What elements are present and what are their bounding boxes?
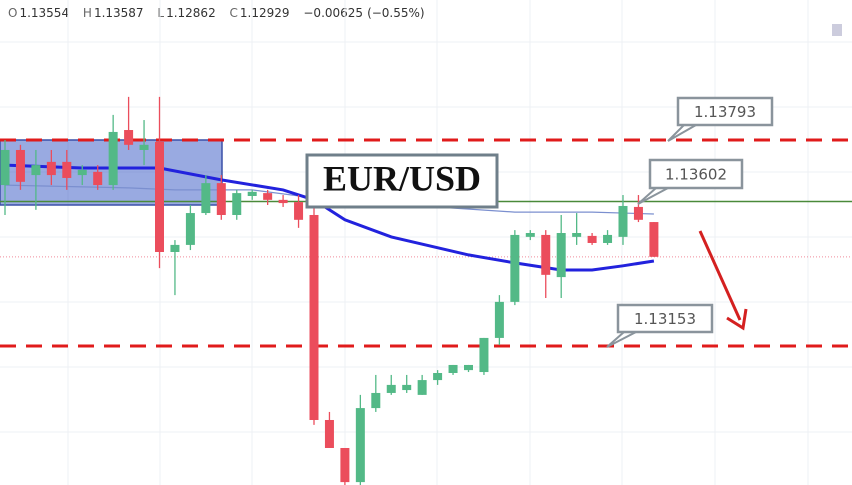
level-callout: 1.13793 bbox=[667, 96, 774, 142]
candle-body bbox=[263, 193, 273, 200]
candle-body bbox=[294, 202, 304, 220]
open-label: O bbox=[8, 6, 18, 20]
change-percent: (−0.55%) bbox=[367, 6, 425, 20]
candle-body bbox=[247, 191, 257, 196]
marks bbox=[0, 96, 852, 485]
callout-box bbox=[676, 96, 774, 127]
low-value: 1.12862 bbox=[166, 6, 216, 20]
candle-body bbox=[541, 234, 551, 275]
title-frame bbox=[305, 153, 499, 209]
ohlc-header: O 1.13554 H 1.13587 L 1.12862 C 1.12929 −0.0… bbox=[8, 6, 429, 20]
arrow-head bbox=[726, 308, 748, 331]
candle-body bbox=[494, 301, 504, 338]
candle-body bbox=[448, 364, 458, 374]
candle-body bbox=[525, 233, 535, 237]
candle-body bbox=[464, 364, 473, 371]
candle-body bbox=[170, 244, 180, 252]
candle-body bbox=[386, 384, 396, 393]
candle-body bbox=[124, 130, 134, 145]
candle-body bbox=[232, 193, 242, 215]
candle-body bbox=[0, 149, 10, 186]
candle-body bbox=[309, 214, 319, 420]
candle-body bbox=[433, 373, 443, 381]
callout-pointer bbox=[637, 187, 669, 205]
forecast-arrow bbox=[698, 230, 748, 331]
candle-body bbox=[587, 235, 597, 243]
open-value: 1.13554 bbox=[19, 6, 70, 20]
change-value: −0.00625 bbox=[303, 6, 364, 20]
candle-body bbox=[649, 222, 659, 257]
corner-icon[interactable] bbox=[832, 24, 842, 36]
candle-body bbox=[46, 161, 56, 176]
high-label: H bbox=[82, 6, 92, 20]
candle-body bbox=[572, 233, 582, 237]
candle-body bbox=[371, 392, 381, 409]
candle-body bbox=[15, 149, 25, 182]
candle-body bbox=[77, 169, 87, 176]
chart-title: EUR/USD bbox=[323, 158, 481, 198]
candle-body bbox=[402, 384, 412, 391]
callout-pointer bbox=[606, 331, 637, 348]
level-callout: 1.13602 bbox=[637, 158, 744, 205]
candle-body bbox=[216, 183, 226, 215]
candle-body bbox=[355, 408, 365, 483]
callout-label: 1.13602 bbox=[665, 166, 727, 184]
callout-label: 1.13793 bbox=[694, 103, 756, 121]
candle-body bbox=[93, 171, 103, 186]
candle-body bbox=[417, 380, 427, 395]
title-box: EUR/USD bbox=[305, 153, 499, 209]
candle-body bbox=[556, 233, 566, 278]
candle-body bbox=[603, 234, 613, 243]
close-label: C bbox=[229, 6, 238, 20]
candle-body bbox=[479, 337, 489, 373]
candle-body bbox=[278, 199, 288, 204]
candle-body bbox=[618, 205, 628, 237]
candle-body bbox=[510, 234, 520, 302]
candle-body bbox=[201, 183, 211, 214]
candle-body bbox=[139, 144, 149, 150]
callout-box bbox=[648, 158, 744, 190]
low-label: L bbox=[157, 6, 165, 20]
candle-body bbox=[633, 206, 643, 220]
candle-body bbox=[155, 141, 164, 252]
candle-body bbox=[31, 165, 41, 176]
candle-body bbox=[340, 447, 350, 483]
callout-pointer bbox=[667, 124, 697, 142]
candle-body bbox=[108, 131, 118, 186]
callout-box bbox=[616, 303, 714, 334]
arrow-shaft bbox=[698, 230, 742, 321]
candle-body bbox=[324, 419, 334, 448]
ma-line bbox=[4, 163, 655, 272]
candle-body bbox=[62, 161, 72, 178]
high-value: 1.13587 bbox=[93, 6, 144, 20]
candle-body bbox=[185, 213, 195, 245]
level-callout: 1.13153 bbox=[606, 303, 714, 348]
callout-label: 1.13153 bbox=[634, 310, 696, 328]
